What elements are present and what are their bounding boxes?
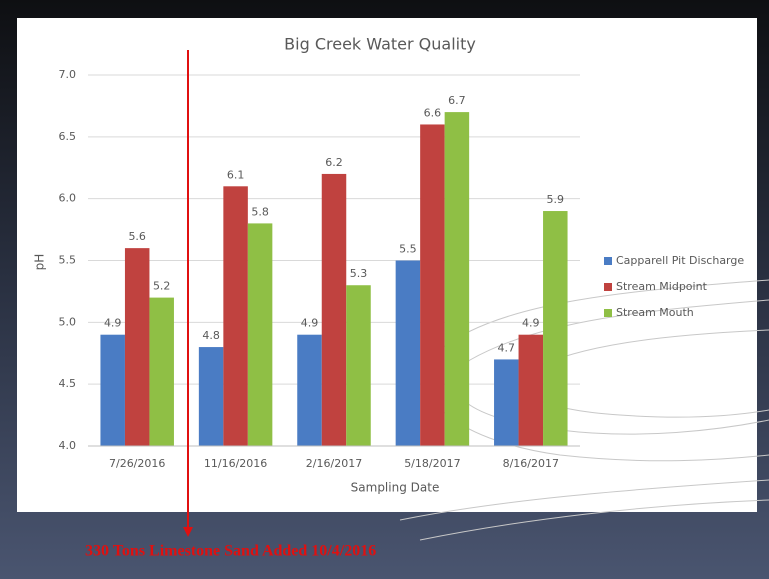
y-tick-label: 4.5 <box>59 377 77 390</box>
y-tick-label: 7.0 <box>59 68 77 81</box>
value-label: 5.5 <box>399 243 417 256</box>
value-label: 5.9 <box>547 193 565 206</box>
x-tick-label: 5/18/2017 <box>404 457 460 470</box>
bar <box>149 298 174 446</box>
value-label: 5.8 <box>251 205 269 218</box>
bar <box>445 112 470 446</box>
legend-swatch <box>604 309 612 317</box>
value-label: 6.7 <box>448 94 466 107</box>
x-tick-label: 7/26/2016 <box>109 457 165 470</box>
bar <box>199 347 224 446</box>
bar <box>519 335 544 446</box>
x-tick-label: 2/16/2017 <box>306 457 362 470</box>
y-tick-label: 6.0 <box>59 192 77 205</box>
legend-swatch <box>604 283 612 291</box>
value-label: 6.6 <box>424 106 442 119</box>
chart-title: Big Creek Water Quality <box>284 35 476 54</box>
value-label: 4.9 <box>104 317 122 330</box>
value-label: 4.7 <box>498 341 516 354</box>
bar <box>297 335 322 446</box>
y-tick-label: 5.0 <box>59 315 77 328</box>
bar <box>494 359 519 446</box>
annotation: 330 Tons Limestone Sand Added 10/4/2016 <box>85 543 376 560</box>
bar <box>346 285 371 446</box>
value-label: 6.2 <box>325 156 343 169</box>
x-tick-label: 11/16/2016 <box>204 457 267 470</box>
value-label: 4.9 <box>522 317 540 330</box>
y-tick-label: 4.0 <box>59 439 77 452</box>
value-label: 6.1 <box>227 168 245 181</box>
y-tick-label: 6.5 <box>59 130 77 143</box>
legend-label: Capparell Pit Discharge <box>616 254 744 267</box>
bar <box>100 335 125 446</box>
bar <box>420 124 445 446</box>
legend-label: Stream Midpoint <box>616 280 708 293</box>
bar <box>248 223 273 446</box>
value-label: 5.6 <box>128 230 146 243</box>
y-tick-label: 5.5 <box>59 254 77 267</box>
value-label: 4.9 <box>301 317 319 330</box>
x-tick-label: 8/16/2017 <box>503 457 559 470</box>
value-label: 4.8 <box>202 329 220 342</box>
bar <box>322 174 347 446</box>
page: {"chart_data": {"type": "bar", "title": … <box>0 0 769 579</box>
value-label: 5.3 <box>350 267 368 280</box>
legend-label: Stream Mouth <box>616 306 694 319</box>
value-label: 5.2 <box>153 280 171 293</box>
bar <box>396 261 421 447</box>
legend-swatch <box>604 257 612 265</box>
bar <box>543 211 568 446</box>
slide: Big Creek Water Quality Sampling Date pH… <box>0 0 769 579</box>
bar <box>223 186 248 446</box>
x-axis-label: Sampling Date <box>351 481 440 495</box>
bar <box>125 248 150 446</box>
y-axis-label: pH <box>33 254 47 271</box>
